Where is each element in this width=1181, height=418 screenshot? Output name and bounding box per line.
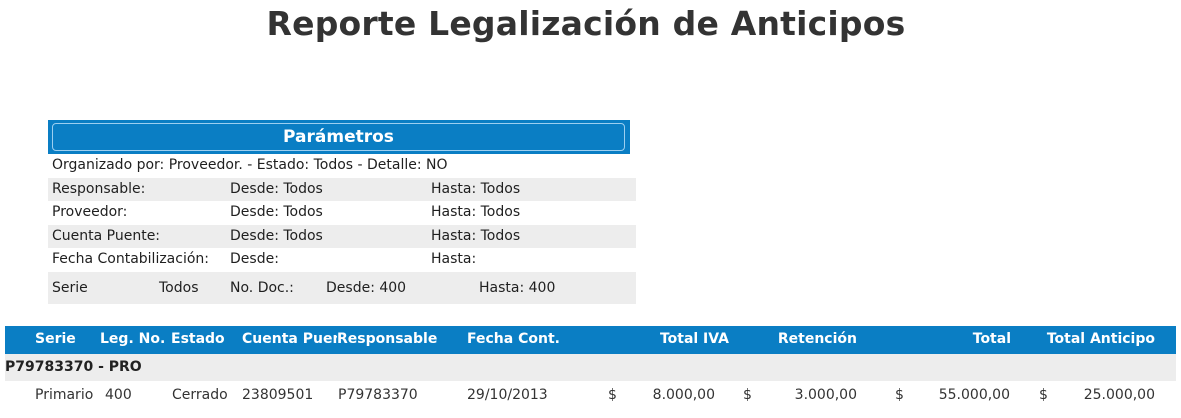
cell-total-currency: $ (895, 387, 904, 403)
col-header-leg-no: Leg. No. (100, 331, 166, 347)
param-label: Cuenta Puente: (52, 227, 161, 244)
param-to: Hasta: Todos (431, 204, 521, 220)
group-row: P79783370 - PRO (5, 354, 1176, 381)
parameters-panel: Parámetros Organizado por: Proveedor. - … (48, 120, 636, 304)
col-header-serie: Serie (35, 331, 76, 347)
cell-total-iva: 8.000,00 (652, 387, 715, 403)
col-header-total-anticipo: Total Anticipo (1046, 331, 1155, 347)
parameters-organized-row: Organizado por: Proveedor. - Estado: Tod… (48, 154, 636, 178)
param-from: Desde: Todos (230, 227, 323, 244)
cell-responsable: P79783370 (338, 387, 418, 403)
cell-cuenta-puente: 23809501 (242, 387, 314, 403)
col-header-total-iva: Total IVA (659, 331, 729, 347)
param-to: Hasta: Todos (431, 227, 521, 244)
col-header-total: Total (972, 331, 1011, 347)
param-from: Desde: Todos (230, 204, 323, 220)
parameters-row-proveedor: Proveedor: Desde: Todos Hasta: Todos (48, 201, 636, 225)
cell-retencion-currency: $ (743, 387, 752, 403)
cell-leg-no: 400 (105, 387, 132, 403)
parameters-header: Parámetros (48, 120, 630, 154)
col-header-retencion: Retención (777, 331, 857, 347)
cell-total-anticipo: 25.000,00 (1083, 387, 1155, 403)
cell-fecha: 29/10/2013 (467, 387, 548, 403)
param-doc-label: No. Doc.: (230, 279, 294, 296)
param-serie-label: Serie (52, 279, 88, 296)
cell-iva-currency: $ (608, 387, 617, 403)
cell-serie: Primario (35, 387, 94, 403)
col-header-estado: Estado (171, 331, 225, 347)
parameters-header-label: Parámetros (52, 123, 625, 151)
cell-estado: Cerrado (172, 387, 228, 403)
param-from: Desde: (230, 251, 279, 267)
param-to: Hasta: Todos (431, 180, 521, 197)
param-doc-to: Hasta: 400 (479, 279, 556, 296)
parameters-row-serie: Serie Todos No. Doc.: Desde: 400 Hasta: … (48, 271, 636, 304)
cell-anticipo-currency: $ (1039, 387, 1048, 403)
col-header-fecha: Fecha Cont. (467, 331, 560, 347)
cell-retencion: 3.000,00 (794, 387, 857, 403)
col-header-cuenta-puente: Cuenta Puent (242, 331, 337, 347)
parameters-row-fecha: Fecha Contabilización: Desde: Hasta: (48, 248, 636, 272)
table-header: Serie Leg. No. Estado Cuenta Puent Respo… (5, 326, 1176, 354)
param-serie-value: Todos (159, 279, 199, 296)
param-doc-from: Desde: 400 (326, 279, 407, 296)
param-label: Fecha Contabilización: (52, 251, 210, 267)
param-label: Proveedor: (52, 204, 128, 220)
param-from: Desde: Todos (230, 180, 323, 197)
report-title: Reporte Legalización de Anticipos (266, 4, 906, 43)
table-row: Primario 400 Cerrado 23809501 P79783370 … (5, 381, 1176, 409)
col-header-responsable: Responsable (337, 331, 438, 347)
parameters-row-cuenta-puente: Cuenta Puente: Desde: Todos Hasta: Todos (48, 224, 636, 248)
parameters-row-responsable: Responsable: Desde: Todos Hasta: Todos (48, 177, 636, 201)
parameters-organized-text: Organizado por: Proveedor. - Estado: Tod… (52, 157, 448, 173)
param-to: Hasta: (431, 251, 477, 267)
param-label: Responsable: (52, 180, 146, 197)
results-table: Serie Leg. No. Estado Cuenta Puent Respo… (5, 326, 1176, 409)
cell-total: 55.000,00 (938, 387, 1010, 403)
